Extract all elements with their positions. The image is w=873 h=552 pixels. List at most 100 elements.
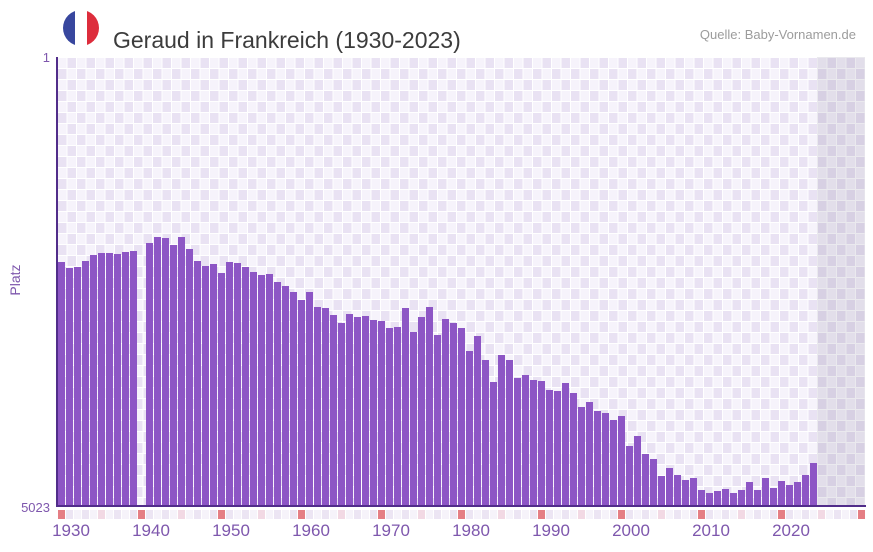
bar-year-1955[interactable] [265, 274, 273, 505]
bar-year-1993[interactable] [569, 392, 577, 505]
bar-year-1962[interactable] [321, 308, 329, 505]
year-marker-cell-2010 [705, 510, 713, 519]
bar-year-1956[interactable] [273, 282, 281, 505]
bar-year-2003[interactable] [649, 459, 657, 505]
bar-year-2015[interactable] [745, 481, 753, 505]
bar-year-1979[interactable] [457, 328, 465, 505]
bar-year-2005[interactable] [665, 468, 673, 505]
rank-bar-chart-plot-area[interactable] [57, 57, 865, 505]
bar-year-2009[interactable] [697, 490, 705, 505]
bar-year-1957[interactable] [281, 285, 289, 505]
bar-year-1970[interactable] [385, 328, 393, 505]
bar-year-1936[interactable] [113, 254, 121, 505]
bar-year-1976[interactable] [433, 335, 441, 505]
bar-year-1933[interactable] [89, 254, 97, 505]
bar-year-1983[interactable] [489, 382, 497, 505]
bar-year-2020[interactable] [785, 485, 793, 505]
bar-year-1929[interactable] [57, 262, 65, 505]
bar-year-1941[interactable] [153, 237, 161, 505]
bar-year-1978[interactable] [449, 323, 457, 505]
bar-year-1994[interactable] [577, 406, 585, 505]
bar-year-1971[interactable] [393, 327, 401, 505]
bar-year-1995[interactable] [585, 401, 593, 505]
bar-year-2012[interactable] [721, 489, 729, 505]
bar-year-1937[interactable] [121, 252, 129, 505]
bar-year-1944[interactable] [177, 237, 185, 505]
bar-year-1986[interactable] [513, 378, 521, 505]
bar-year-2011[interactable] [713, 491, 721, 505]
bar-year-1988[interactable] [529, 379, 537, 505]
bar-year-1946[interactable] [193, 261, 201, 505]
year-marker-cell-1966 [353, 510, 361, 519]
bar-year-1987[interactable] [521, 375, 529, 505]
bar-year-1951[interactable] [233, 262, 241, 505]
bar-year-1969[interactable] [377, 321, 385, 505]
bar-year-1940[interactable] [145, 243, 153, 505]
bar-year-1958[interactable] [289, 291, 297, 505]
bar-year-1932[interactable] [81, 261, 89, 505]
bar-year-2000[interactable] [625, 445, 633, 505]
bar-year-1930[interactable] [65, 268, 73, 505]
bar-year-1931[interactable] [73, 266, 81, 505]
bar-year-1945[interactable] [185, 249, 193, 505]
bar-year-1964[interactable] [337, 322, 345, 505]
bar-year-1990[interactable] [545, 390, 553, 505]
bar-year-2018[interactable] [769, 488, 777, 505]
bar-year-1960[interactable] [305, 291, 313, 505]
bar-year-1985[interactable] [505, 359, 513, 505]
bar-year-1947[interactable] [201, 266, 209, 505]
bar-year-1963[interactable] [329, 314, 337, 505]
bar-year-2014[interactable] [737, 490, 745, 505]
bar-year-1967[interactable] [361, 315, 369, 505]
bar-year-2023[interactable] [809, 462, 817, 505]
bar-year-1980[interactable] [465, 351, 473, 505]
bar-year-1966[interactable] [353, 317, 361, 505]
bar-year-1977[interactable] [441, 318, 449, 505]
bar-year-1982[interactable] [481, 359, 489, 505]
bar-year-1991[interactable] [553, 390, 561, 505]
bar-year-1996[interactable] [593, 410, 601, 505]
bar-year-1938[interactable] [129, 250, 137, 505]
bar-year-2008[interactable] [689, 477, 697, 505]
bar-year-2001[interactable] [633, 436, 641, 505]
bar-year-1999[interactable] [617, 416, 625, 505]
bar-year-1968[interactable] [369, 320, 377, 505]
bar-year-1954[interactable] [257, 275, 265, 505]
bar-year-2002[interactable] [641, 454, 649, 505]
bar-year-2022[interactable] [801, 475, 809, 505]
bar-year-1973[interactable] [409, 331, 417, 505]
bar-year-1949[interactable] [217, 273, 225, 505]
bar-year-2004[interactable] [657, 476, 665, 505]
bar-year-1972[interactable] [401, 308, 409, 505]
bar-year-1950[interactable] [225, 262, 233, 505]
bar-year-1981[interactable] [473, 336, 481, 505]
bar-year-2006[interactable] [673, 474, 681, 505]
bar-year-1984[interactable] [497, 354, 505, 505]
bar-year-1953[interactable] [249, 271, 257, 505]
bar-year-1952[interactable] [241, 266, 249, 505]
bar-year-2016[interactable] [753, 489, 761, 505]
bar-year-1975[interactable] [425, 307, 433, 505]
bar-year-1961[interactable] [313, 306, 321, 505]
bar-year-1965[interactable] [345, 313, 353, 505]
bar-year-1942[interactable] [161, 237, 169, 505]
bar-year-1998[interactable] [609, 419, 617, 505]
bar-year-2010[interactable] [705, 493, 713, 505]
bar-year-1943[interactable] [169, 245, 177, 505]
bar-year-1989[interactable] [537, 381, 545, 505]
bar-year-2021[interactable] [793, 482, 801, 505]
bar-year-2013[interactable] [729, 493, 737, 505]
bar-year-2007[interactable] [681, 480, 689, 505]
bar-year-1935[interactable] [105, 252, 113, 505]
bar-year-1948[interactable] [209, 263, 217, 505]
bar-year-1974[interactable] [417, 316, 425, 505]
bar-year-2019[interactable] [777, 480, 785, 505]
bar-year-1997[interactable] [601, 412, 609, 505]
year-marker-cell-1998 [609, 510, 617, 519]
year-marker-cell-2008 [689, 510, 697, 519]
bar-year-2017[interactable] [761, 477, 769, 505]
bar-year-1992[interactable] [561, 382, 569, 505]
bar-year-1959[interactable] [297, 300, 305, 505]
bar-year-1934[interactable] [97, 253, 105, 505]
year-marker-cell-1935 [105, 510, 113, 519]
